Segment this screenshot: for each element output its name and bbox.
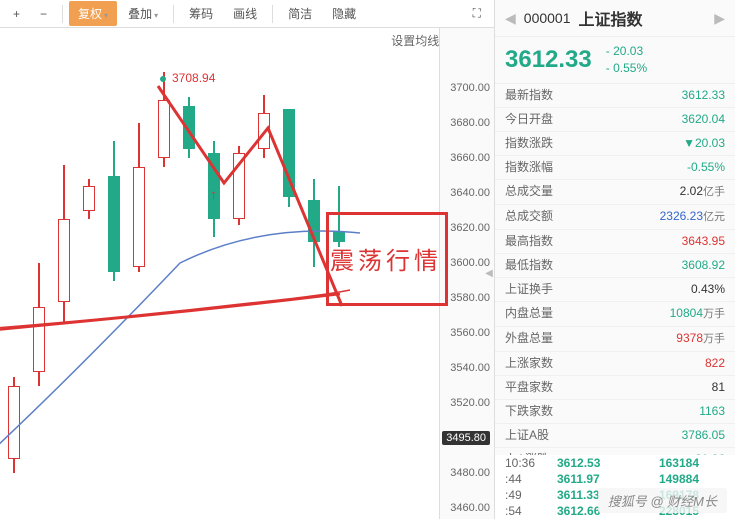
quote-row: 总成交量2.02亿手 [495, 180, 735, 205]
watermark: 搜狐号 @ 财经M长 [598, 488, 727, 513]
price-change: - 20.03 - 0.55% [606, 43, 647, 77]
annotation-text: 震荡行情 [330, 241, 442, 276]
draw-button[interactable]: 画线 [224, 1, 266, 26]
quote-row: 内盘总量10804万手 [495, 302, 735, 327]
overlay-button[interactable]: 叠加▾ [119, 1, 167, 26]
peak-marker [160, 76, 166, 82]
arrow-marker: ↑ [210, 186, 217, 202]
symbol-code: 000001 [524, 10, 571, 26]
quote-row: 今日开盘3620.04 [495, 108, 735, 132]
simple-button[interactable]: 简洁 [279, 1, 321, 26]
quote-row: 下跌家数1163 [495, 400, 735, 424]
collapse-chart-icon[interactable]: ◀ [483, 28, 495, 519]
prev-symbol-button[interactable]: ◀ [505, 10, 516, 27]
quote-row: 最新指数3612.33 [495, 84, 735, 108]
symbol-name: 上证指数 [579, 6, 643, 30]
chips-button[interactable]: 筹码 [180, 1, 222, 26]
last-price: 3612.33 [505, 46, 592, 74]
next-symbol-button[interactable]: ▶ [714, 10, 725, 27]
fullscreen-icon[interactable]: ⛶ [464, 2, 490, 25]
quote-row: 指数涨幅-0.55% [495, 156, 735, 180]
quote-row: 最低指数3608.92 [495, 254, 735, 278]
zoom-in-button[interactable]: + [4, 3, 29, 25]
quote-sidebar: ◀ 000001 上证指数 ▶ 3612.33 - 20.03 - 0.55% … [495, 0, 735, 519]
peak-label: 3708.94 [172, 71, 215, 85]
quote-row: 上A涨跌▼21.06 [495, 448, 735, 455]
chart-toolbar: + − 复权▾ 叠加▾ 筹码 画线 简洁 隐藏 ⛶ [0, 0, 494, 28]
tick-row: :443611.97149884 [495, 471, 735, 487]
zoom-out-button[interactable]: − [31, 3, 56, 25]
chart-canvas[interactable]: 3700.003680.003660.003640.003620.003600.… [0, 28, 494, 519]
hide-button[interactable]: 隐藏 [323, 1, 365, 26]
quote-row: 上涨家数822 [495, 352, 735, 376]
quote-row: 指数涨跌▼20.03 [495, 132, 735, 156]
tick-row: 10:363612.53163184 [495, 455, 735, 471]
quote-row: 平盘家数81 [495, 376, 735, 400]
quote-row: 外盘总量9378万手 [495, 327, 735, 352]
quote-row: 上证A股3786.05 [495, 424, 735, 448]
quote-row: 总成交额2326.23亿元 [495, 205, 735, 230]
quote-row: 最高指数3643.95 [495, 230, 735, 254]
fuquan-button[interactable]: 复权▾ [69, 1, 117, 26]
quote-row: 上证换手0.43% [495, 278, 735, 302]
